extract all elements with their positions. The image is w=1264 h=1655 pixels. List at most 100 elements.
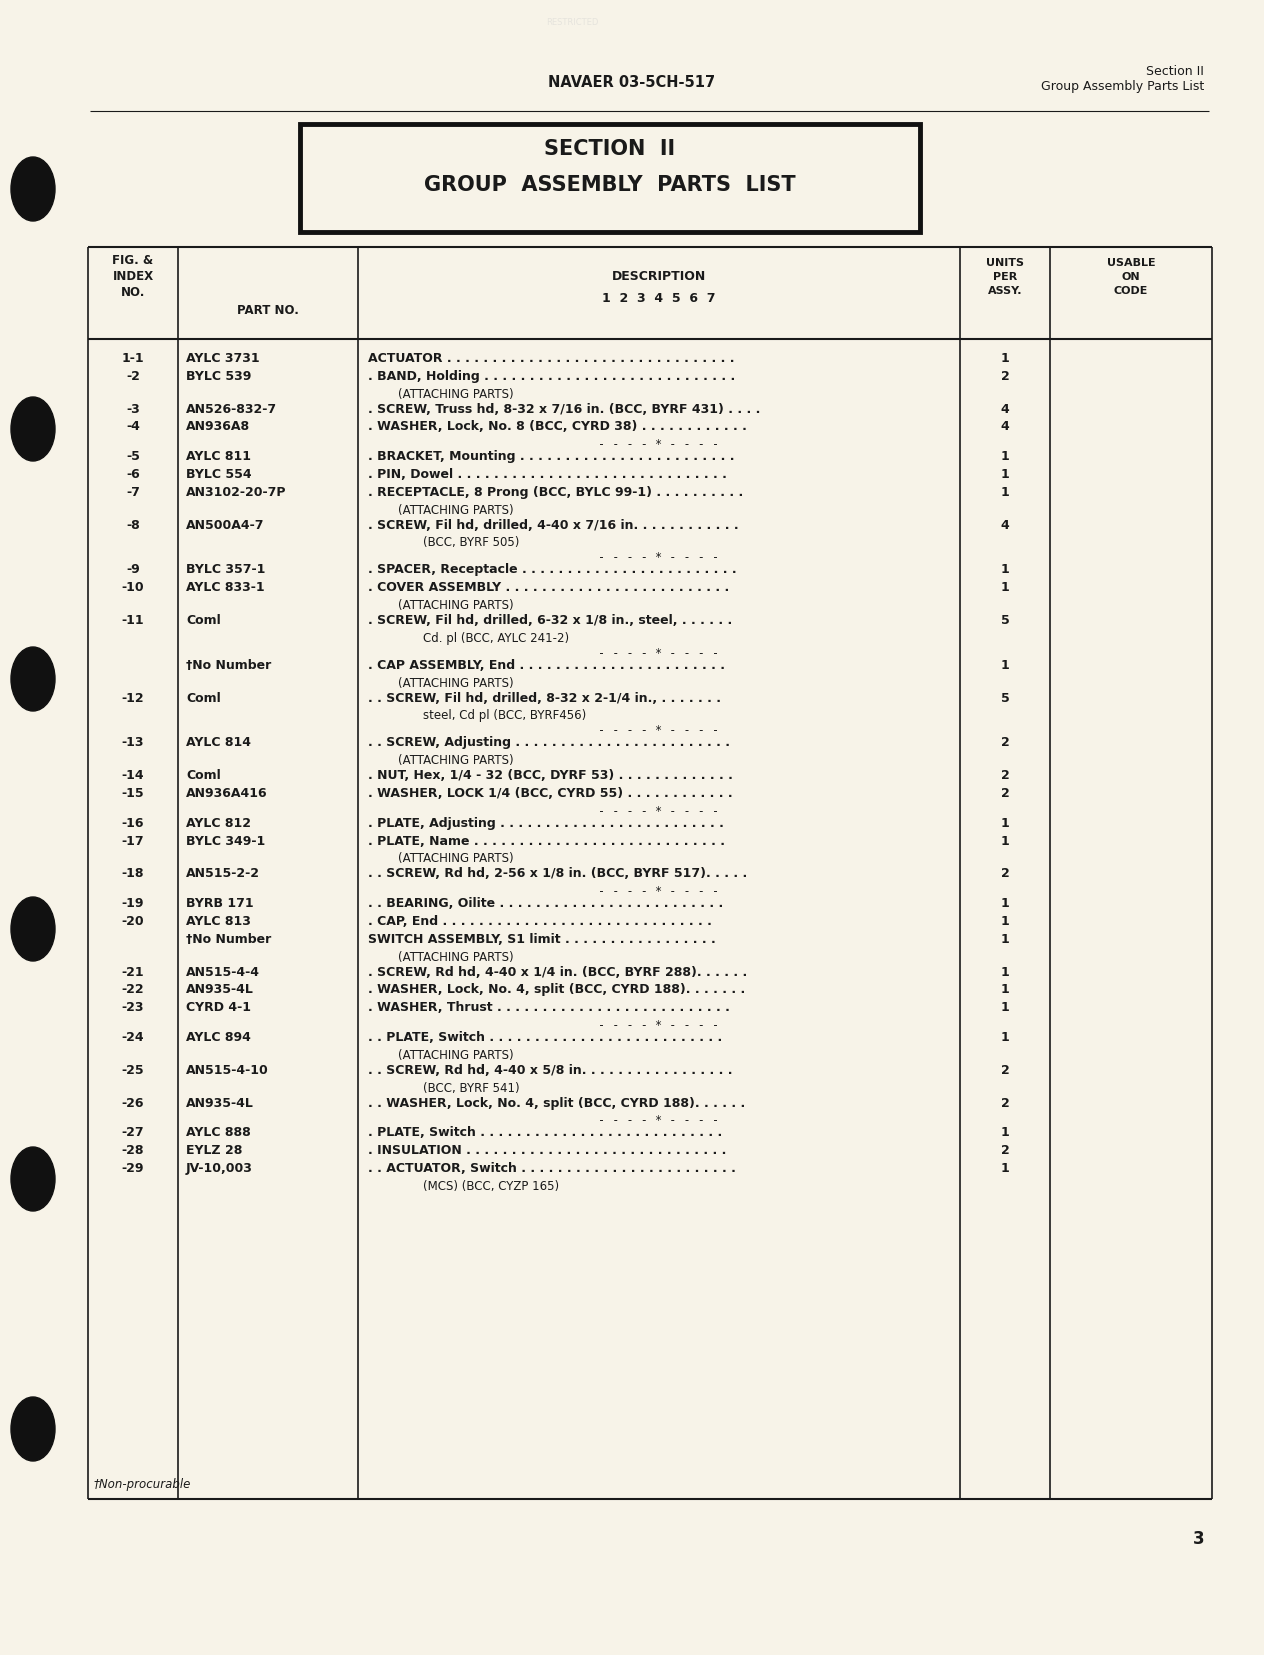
Text: (ATTACHING PARTS): (ATTACHING PARTS): [398, 753, 513, 766]
Text: USABLE: USABLE: [1107, 258, 1155, 268]
Text: . . ACTUATOR, Switch . . . . . . . . . . . . . . . . . . . . . . . .: . . ACTUATOR, Switch . . . . . . . . . .…: [368, 1162, 736, 1175]
Text: . WASHER, Thrust . . . . . . . . . . . . . . . . . . . . . . . . . .: . WASHER, Thrust . . . . . . . . . . . .…: [368, 1001, 729, 1013]
Text: ON: ON: [1121, 271, 1140, 281]
Text: -2: -2: [126, 369, 140, 382]
Text: †Non-procurable: †Non-procurable: [94, 1478, 191, 1490]
Text: †No Number: †No Number: [186, 932, 272, 945]
Text: . . SCREW, Fil hd, drilled, 8-32 x 2-1/4 in., . . . . . . .: . . SCREW, Fil hd, drilled, 8-32 x 2-1/4…: [368, 692, 720, 703]
Ellipse shape: [11, 397, 56, 462]
Text: . WASHER, LOCK 1/4 (BCC, CYRD 55) . . . . . . . . . . . .: . WASHER, LOCK 1/4 (BCC, CYRD 55) . . . …: [368, 786, 733, 799]
Text: 1: 1: [1001, 965, 1010, 978]
Text: (MCS) (BCC, CYZP 165): (MCS) (BCC, CYZP 165): [423, 1178, 559, 1192]
Text: (ATTACHING PARTS): (ATTACHING PARTS): [398, 503, 513, 516]
Text: 1: 1: [1001, 1162, 1010, 1175]
Text: AYLC 888: AYLC 888: [186, 1125, 250, 1139]
Text: AN3102-20-7P: AN3102-20-7P: [186, 485, 287, 498]
Text: 2: 2: [1001, 768, 1010, 781]
Text: -25: -25: [121, 1063, 144, 1076]
Text: -26: -26: [121, 1096, 144, 1109]
Text: . PIN, Dowel . . . . . . . . . . . . . . . . . . . . . . . . . . . . . .: . PIN, Dowel . . . . . . . . . . . . . .…: [368, 468, 727, 480]
Text: AYLC 814: AYLC 814: [186, 736, 252, 750]
Text: Coml: Coml: [186, 768, 221, 781]
Text: 1: 1: [1001, 485, 1010, 498]
Text: 1: 1: [1001, 834, 1010, 847]
Text: -13: -13: [121, 736, 144, 750]
Text: AN515-4-4: AN515-4-4: [186, 965, 260, 978]
Text: 1: 1: [1001, 468, 1010, 480]
Text: -3: -3: [126, 402, 140, 415]
Text: . INSULATION . . . . . . . . . . . . . . . . . . . . . . . . . . . . .: . INSULATION . . . . . . . . . . . . . .…: [368, 1144, 727, 1157]
Text: 3: 3: [1192, 1529, 1205, 1547]
Text: . . PLATE, Switch . . . . . . . . . . . . . . . . . . . . . . . . . .: . . PLATE, Switch . . . . . . . . . . . …: [368, 1031, 722, 1043]
Text: DESCRIPTION: DESCRIPTION: [612, 270, 707, 283]
Text: -10: -10: [121, 581, 144, 594]
Text: (BCC, BYRF 505): (BCC, BYRF 505): [423, 536, 520, 549]
Text: . SPACER, Receptacle . . . . . . . . . . . . . . . . . . . . . . . .: . SPACER, Receptacle . . . . . . . . . .…: [368, 563, 737, 576]
Text: 2: 2: [1001, 786, 1010, 799]
Text: AN515-2-2: AN515-2-2: [186, 867, 260, 880]
Text: NO.: NO.: [121, 286, 145, 300]
Text: -5: -5: [126, 450, 140, 463]
Text: - - - - * - - - -: - - - - * - - - -: [598, 723, 719, 736]
Text: (BCC, BYRF 541): (BCC, BYRF 541): [423, 1081, 520, 1094]
Text: . PLATE, Adjusting . . . . . . . . . . . . . . . . . . . . . . . . .: . PLATE, Adjusting . . . . . . . . . . .…: [368, 816, 724, 829]
Text: ASSY.: ASSY.: [987, 286, 1023, 296]
Text: -18: -18: [121, 867, 144, 880]
Text: AN500A4-7: AN500A4-7: [186, 518, 264, 531]
Text: BYLC 357-1: BYLC 357-1: [186, 563, 265, 576]
Text: NAVAER 03-5CH-517: NAVAER 03-5CH-517: [549, 74, 715, 89]
Text: AN515-4-10: AN515-4-10: [186, 1063, 269, 1076]
Text: BYRB 171: BYRB 171: [186, 897, 254, 910]
Text: -22: -22: [121, 983, 144, 996]
Text: -19: -19: [121, 897, 144, 910]
Text: Coml: Coml: [186, 614, 221, 627]
Text: 1: 1: [1001, 816, 1010, 829]
Text: Group Assembly Parts List: Group Assembly Parts List: [1040, 79, 1205, 93]
Text: AYLC 894: AYLC 894: [186, 1031, 250, 1043]
Text: 1: 1: [1001, 659, 1010, 672]
Text: -9: -9: [126, 563, 140, 576]
Text: -14: -14: [121, 768, 144, 781]
Text: AYLC 812: AYLC 812: [186, 816, 252, 829]
Text: PART NO.: PART NO.: [238, 305, 300, 316]
Text: -7: -7: [126, 485, 140, 498]
Text: 2: 2: [1001, 369, 1010, 382]
Text: (ATTACHING PARTS): (ATTACHING PARTS): [398, 852, 513, 866]
Text: SECTION  II: SECTION II: [545, 139, 675, 159]
Text: BYLC 349-1: BYLC 349-1: [186, 834, 265, 847]
Text: -28: -28: [121, 1144, 144, 1157]
Text: 1: 1: [1001, 983, 1010, 996]
Text: . . SCREW, Rd hd, 2-56 x 1/8 in. (BCC, BYRF 517). . . . .: . . SCREW, Rd hd, 2-56 x 1/8 in. (BCC, B…: [368, 867, 747, 880]
Text: 1: 1: [1001, 563, 1010, 576]
Text: -24: -24: [121, 1031, 144, 1043]
Text: ACTUATOR . . . . . . . . . . . . . . . . . . . . . . . . . . . . . . . .: ACTUATOR . . . . . . . . . . . . . . . .…: [368, 353, 734, 364]
Text: -29: -29: [121, 1162, 144, 1175]
Text: UNITS: UNITS: [986, 258, 1024, 268]
Text: - - - - * - - - -: - - - - * - - - -: [598, 1114, 719, 1127]
Text: AN935-4L: AN935-4L: [186, 1096, 254, 1109]
Text: . CAP ASSEMBLY, End . . . . . . . . . . . . . . . . . . . . . . .: . CAP ASSEMBLY, End . . . . . . . . . . …: [368, 659, 726, 672]
Text: - - - - * - - - -: - - - - * - - - -: [598, 647, 719, 659]
Text: 1: 1: [1001, 581, 1010, 594]
Text: CODE: CODE: [1114, 286, 1148, 296]
Text: 4: 4: [1001, 402, 1010, 415]
Text: -16: -16: [121, 816, 144, 829]
Text: AN935-4L: AN935-4L: [186, 983, 254, 996]
Text: AN526-832-7: AN526-832-7: [186, 402, 277, 415]
Text: . . SCREW, Adjusting . . . . . . . . . . . . . . . . . . . . . . . .: . . SCREW, Adjusting . . . . . . . . . .…: [368, 736, 731, 750]
Text: 1  2  3  4  5  6  7: 1 2 3 4 5 6 7: [602, 291, 715, 305]
Text: (ATTACHING PARTS): (ATTACHING PARTS): [398, 1048, 513, 1061]
Text: 2: 2: [1001, 1096, 1010, 1109]
Text: . COVER ASSEMBLY . . . . . . . . . . . . . . . . . . . . . . . . .: . COVER ASSEMBLY . . . . . . . . . . . .…: [368, 581, 729, 594]
Text: -12: -12: [121, 692, 144, 703]
Text: JV-10,003: JV-10,003: [186, 1162, 253, 1175]
Text: . PLATE, Name . . . . . . . . . . . . . . . . . . . . . . . . . . . .: . PLATE, Name . . . . . . . . . . . . . …: [368, 834, 726, 847]
Text: -23: -23: [121, 1001, 144, 1013]
Text: . BAND, Holding . . . . . . . . . . . . . . . . . . . . . . . . . . . .: . BAND, Holding . . . . . . . . . . . . …: [368, 369, 736, 382]
Ellipse shape: [11, 1147, 56, 1211]
Text: AYLC 833-1: AYLC 833-1: [186, 581, 264, 594]
Text: . SCREW, Fil hd, drilled, 6-32 x 1/8 in., steel, . . . . . .: . SCREW, Fil hd, drilled, 6-32 x 1/8 in.…: [368, 614, 732, 627]
Text: -4: -4: [126, 420, 140, 434]
Text: 4: 4: [1001, 518, 1010, 531]
Text: CYRD 4-1: CYRD 4-1: [186, 1001, 252, 1013]
